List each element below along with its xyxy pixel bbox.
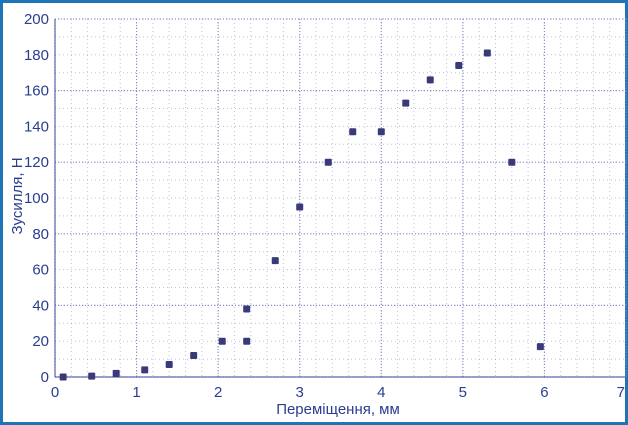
data-point — [349, 128, 357, 136]
x-tick-label: 2 — [214, 384, 222, 401]
data-point — [88, 372, 96, 380]
x-tick-label: 4 — [377, 384, 385, 401]
data-point — [165, 360, 173, 368]
data-point — [112, 369, 120, 377]
data-point — [426, 76, 434, 84]
x-axis-title: Переміщення, мм — [276, 401, 400, 418]
y-tick-label: 200 — [24, 11, 49, 28]
axes — [54, 19, 626, 378]
y-tick-label: 100 — [24, 190, 49, 207]
data-point — [190, 352, 198, 360]
y-tick-label: 40 — [32, 297, 49, 314]
data-point — [508, 158, 516, 166]
data-point — [296, 203, 304, 211]
x-tick-label: 3 — [296, 384, 304, 401]
x-tick-labels: 0 1 2 3 4 5 6 7 — [51, 384, 625, 401]
y-axis-title: Зусилля, Н — [9, 157, 26, 234]
y-tick-label: 140 — [24, 118, 49, 135]
data-point — [59, 373, 67, 381]
data-point — [455, 62, 463, 70]
y-tick-label: 0 — [41, 369, 49, 386]
data-points — [59, 49, 544, 381]
y-tick-label: 20 — [32, 333, 49, 350]
data-point — [218, 337, 226, 345]
data-point — [324, 158, 332, 166]
data-point — [141, 366, 149, 374]
data-point — [271, 257, 279, 265]
x-tick-label: 6 — [540, 384, 548, 401]
data-point — [377, 128, 385, 136]
y-tick-label: 180 — [24, 47, 49, 64]
data-point — [243, 305, 251, 313]
data-point — [243, 337, 251, 345]
x-tick-label: 1 — [132, 384, 140, 401]
grid — [54, 18, 627, 378]
data-point — [536, 343, 544, 351]
x-tick-label: 0 — [51, 384, 59, 401]
y-tick-label: 160 — [24, 83, 49, 100]
data-point — [483, 49, 491, 57]
data-point — [402, 99, 410, 107]
x-tick-label: 5 — [459, 384, 467, 401]
y-tick-label: 80 — [32, 226, 49, 243]
y-tick-labels: 0 20 40 60 80 100 120 140 160 180 200 — [24, 11, 49, 386]
y-tick-label: 60 — [32, 262, 49, 279]
y-tick-label: 120 — [24, 154, 49, 171]
x-tick-label: 7 — [617, 384, 625, 401]
